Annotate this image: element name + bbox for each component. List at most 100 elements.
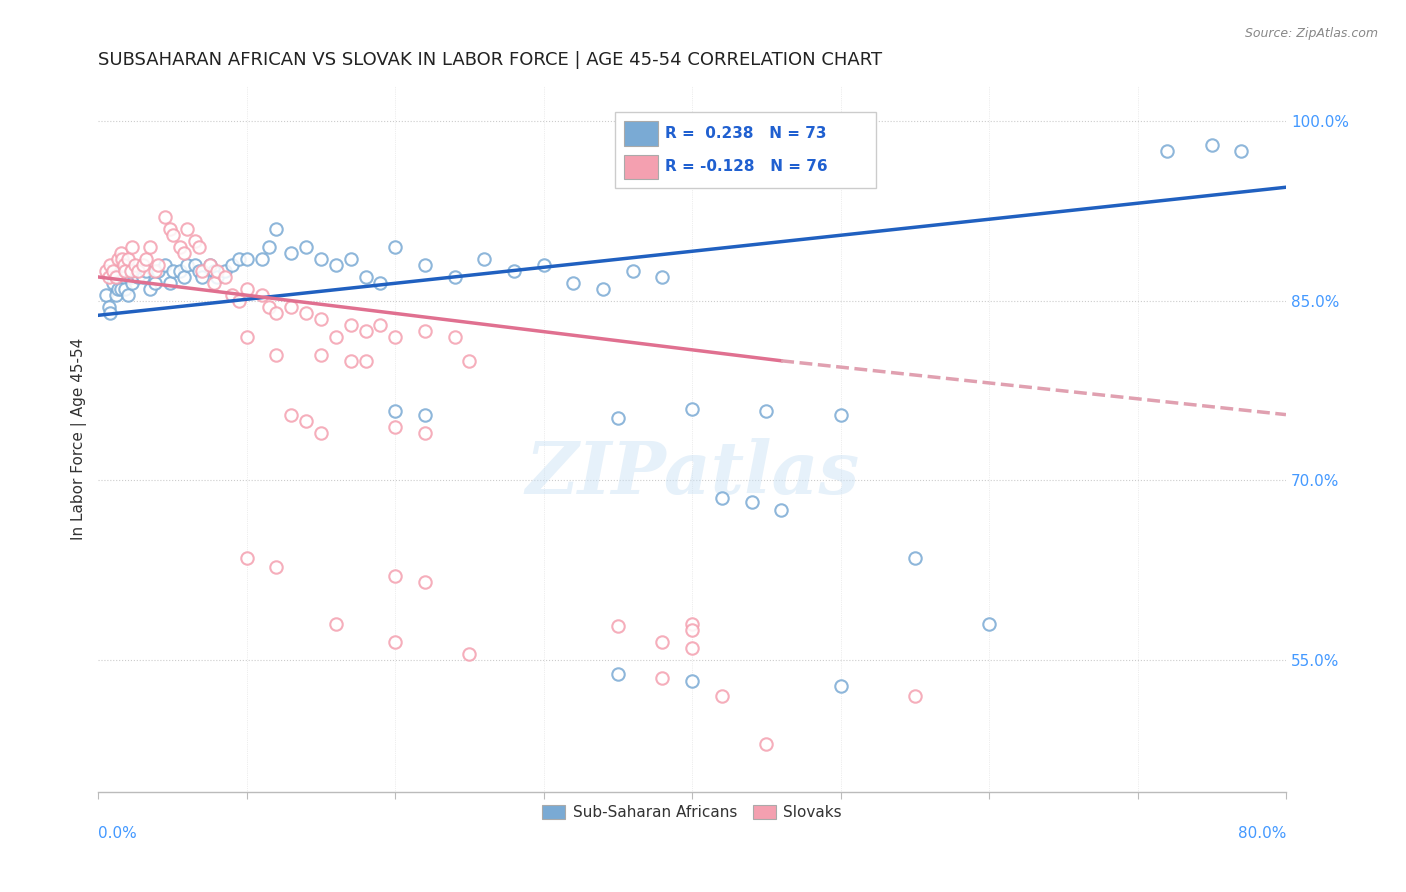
Point [384, 404, 406, 418]
Point [413, 324, 436, 338]
Point [710, 689, 733, 703]
Point [202, 264, 225, 278]
Point [107, 282, 129, 296]
Point [472, 252, 495, 266]
Point [191, 264, 214, 278]
Point [681, 640, 703, 655]
Point [228, 293, 250, 308]
Point [94, 288, 117, 302]
Point [651, 635, 673, 649]
Point [112, 258, 135, 272]
Point [121, 240, 143, 254]
Point [124, 258, 146, 272]
Point [236, 551, 259, 566]
Point [114, 282, 136, 296]
Point [413, 408, 436, 422]
Point [205, 264, 228, 278]
Point [173, 246, 195, 260]
Point [159, 222, 181, 236]
Point [325, 617, 347, 632]
Point [214, 270, 236, 285]
Point [121, 276, 143, 290]
Point [188, 264, 211, 278]
FancyBboxPatch shape [614, 112, 876, 188]
Point [146, 258, 169, 272]
Point [97, 270, 120, 285]
Point [146, 264, 169, 278]
Point [681, 674, 703, 689]
Point [651, 270, 673, 285]
Point [98, 306, 121, 320]
Point [681, 623, 703, 637]
Point [103, 264, 125, 278]
Text: SUBSAHARAN AFRICAN VS SLOVAK IN LABOR FORCE | AGE 45-54 CORRELATION CHART: SUBSAHARAN AFRICAN VS SLOVAK IN LABOR FO… [98, 51, 883, 69]
Point [280, 408, 302, 422]
Point [143, 264, 166, 278]
Point [606, 411, 628, 425]
Point [127, 270, 149, 285]
Text: 0.0%: 0.0% [98, 826, 138, 841]
Point [184, 258, 207, 272]
Point [103, 276, 125, 290]
Point [384, 330, 406, 344]
Point [162, 228, 184, 243]
Point [124, 264, 146, 278]
Point [135, 264, 157, 278]
Point [257, 240, 280, 254]
Point [110, 282, 132, 296]
Point [413, 258, 436, 272]
Point [295, 414, 318, 428]
Point [94, 264, 117, 278]
Point [681, 617, 703, 632]
Point [98, 258, 121, 272]
Point [370, 276, 392, 290]
Point [153, 258, 176, 272]
FancyBboxPatch shape [624, 154, 658, 179]
Point [977, 617, 1000, 632]
Text: 80.0%: 80.0% [1237, 826, 1286, 841]
Point [770, 503, 793, 517]
Point [755, 737, 778, 751]
Point [139, 240, 162, 254]
Point [606, 667, 628, 681]
Point [236, 252, 259, 266]
Point [202, 276, 225, 290]
Text: ZIPatlas: ZIPatlas [524, 438, 859, 509]
Point [384, 419, 406, 434]
Point [105, 270, 128, 285]
Point [621, 264, 644, 278]
Point [266, 222, 288, 236]
Point [188, 240, 211, 254]
Point [413, 425, 436, 440]
Point [191, 270, 214, 285]
Point [236, 330, 259, 344]
Point [1156, 145, 1178, 159]
Point [250, 252, 273, 266]
Point [132, 258, 155, 272]
Point [458, 647, 481, 661]
FancyBboxPatch shape [624, 120, 658, 145]
Point [354, 353, 377, 368]
Y-axis label: In Labor Force | Age 45-54: In Labor Force | Age 45-54 [72, 337, 87, 540]
Point [354, 270, 377, 285]
Point [533, 258, 555, 272]
Point [176, 258, 198, 272]
Point [1201, 138, 1223, 153]
Point [250, 288, 273, 302]
Point [214, 264, 236, 278]
Point [127, 264, 149, 278]
Point [384, 240, 406, 254]
Point [309, 311, 332, 326]
Point [110, 246, 132, 260]
Text: R = -0.128   N = 76: R = -0.128 N = 76 [665, 159, 828, 174]
Point [295, 240, 318, 254]
Point [114, 264, 136, 278]
Point [266, 348, 288, 362]
Point [280, 246, 302, 260]
Point [681, 401, 703, 416]
Point [370, 318, 392, 332]
Point [120, 264, 142, 278]
Point [117, 288, 139, 302]
Point [205, 270, 228, 285]
Point [562, 276, 585, 290]
